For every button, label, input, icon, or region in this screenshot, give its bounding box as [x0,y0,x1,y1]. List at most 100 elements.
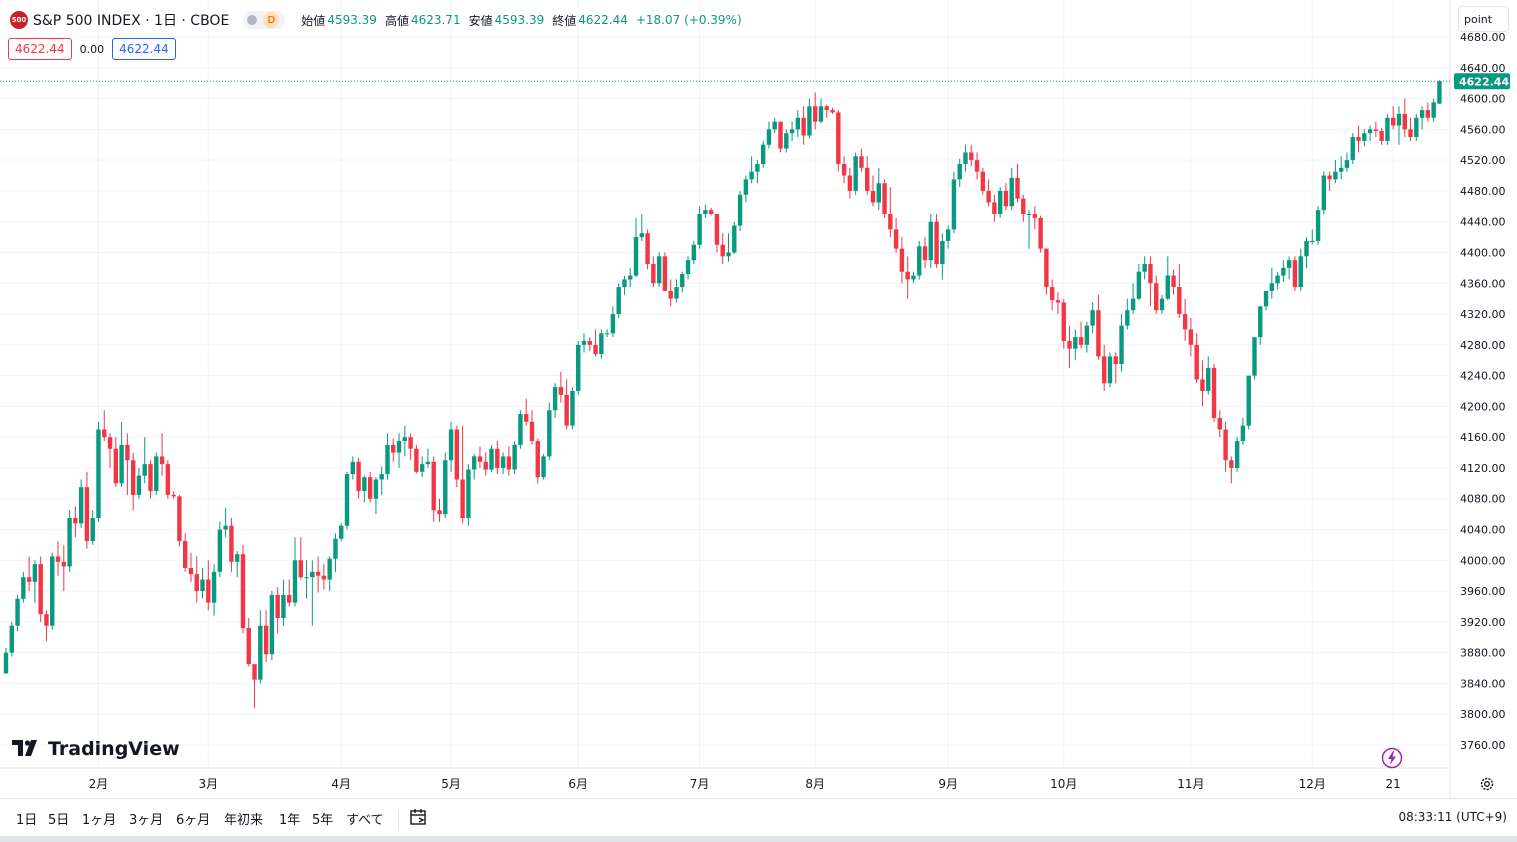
candle-body [1252,337,1257,376]
y-tick-label: 4440.00 [1460,216,1506,229]
candle [437,498,442,522]
candle-body [604,333,610,335]
candle [847,167,853,199]
candle [287,579,292,607]
candle [506,446,512,476]
candle-body [685,260,691,275]
candle-body [1038,217,1043,249]
candle-body [1431,102,1436,118]
candle [1015,163,1020,203]
range-button-1y[interactable]: 1年 [279,813,301,828]
candle [1419,106,1425,130]
candle [350,456,355,480]
candle [1154,275,1159,315]
candle [148,460,153,499]
tradingview-logo[interactable]: TradingView [12,737,180,761]
candle-body [327,558,332,580]
candle [708,207,714,216]
candle-body [495,448,500,468]
candle-body [113,448,119,484]
candle [448,421,454,472]
candle-body [922,246,928,261]
go-to-date-icon[interactable] [409,807,429,827]
candle [1102,344,1107,391]
candle [333,533,338,572]
x-tick-label: 12月 [1299,777,1326,791]
candle-body [870,190,876,203]
candle [321,564,327,590]
candle-body [552,387,558,411]
range-button-6m[interactable]: 6ヶ月 [176,813,211,828]
candle-body [628,275,633,280]
candle-body [96,429,101,518]
y-tick-label: 4600.00 [1460,93,1506,106]
candle [743,175,749,203]
candle-body [107,437,113,449]
candle [593,329,598,357]
candle-body [67,517,72,567]
range-button-ytd[interactable]: 年初来 [224,813,264,828]
candle-body [847,175,853,191]
candle-body [1414,117,1419,138]
x-tick-label: 2月 [89,777,109,791]
candle [495,441,500,475]
candle [44,610,49,642]
y-tick-label: 4680.00 [1460,31,1506,44]
candle [778,121,783,153]
symbol-title[interactable]: S&P 500 INDEX · 1日 · CBOE [33,13,230,29]
market-status-pill[interactable]: D [243,11,286,29]
toolbar-divider [398,809,399,829]
candle-body [396,441,402,453]
candle-body [1246,375,1251,426]
candle-body [760,144,766,164]
candle-body [541,456,546,478]
settings-gear-icon[interactable] [1478,776,1496,794]
candle [206,560,211,611]
candle [969,144,974,167]
sell-price-button[interactable]: 4622.44 [8,38,72,60]
candle-body [656,256,662,284]
candle [483,452,488,476]
range-button-all[interactable]: すべて [346,813,384,828]
candle [980,167,986,195]
candle [61,544,66,592]
price-scale-unit-button[interactable]: point [1458,6,1509,32]
y-tick-label: 4280.00 [1460,339,1506,352]
candle [1032,206,1038,230]
candle-body [431,461,436,511]
candle [685,256,691,280]
range-button-5y[interactable]: 5年 [312,813,334,828]
lightning-icon[interactable] [1381,747,1403,769]
candle-body [951,179,957,230]
range-button-3m[interactable]: 3ヶ月 [129,813,164,828]
candle-body [73,517,78,524]
clock-timezone[interactable]: 08:33:11 (UTC+9) [1398,810,1507,824]
x-tick-label: 3月 [198,777,218,791]
buy-price-button[interactable]: 4622.44 [112,38,176,60]
grid-lines [0,0,1450,768]
candle-body [691,244,697,261]
candle [396,433,402,468]
candle [50,552,55,630]
last-price-tag-label: 4622.44 [1459,75,1509,88]
candle-body [90,517,95,542]
x-tick-label: 8月 [805,777,825,791]
candle-body [1194,344,1199,380]
candle-body [662,256,668,291]
candle [963,144,968,172]
range-button-1m[interactable]: 1ヶ月 [82,813,117,828]
candle [622,275,627,295]
price-axis: 3760.00 3800.00 3840.00 3880.00 3920.00 3960.… [1449,0,1506,798]
candle-body [130,460,136,495]
candle [668,279,673,307]
candle [96,421,101,522]
candle-body [524,414,529,422]
range-button-5d[interactable]: 5日 [48,813,70,828]
x-tick-label: 11月 [1177,777,1204,791]
range-button-1d[interactable]: 1日 [16,813,38,828]
candle [1356,125,1361,153]
candle [992,194,997,222]
candle [489,444,494,472]
candle [691,240,697,265]
